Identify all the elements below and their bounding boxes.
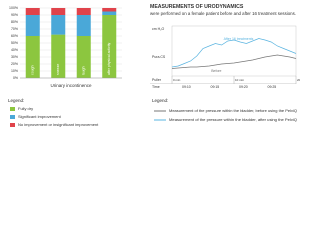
bar-segment xyxy=(25,36,40,78)
title: were performed on a female patient befor… xyxy=(150,11,296,16)
page: 0% 10% 20% 30% 40% 50% 60% 70% 80% 90% 100% cough sn… xyxy=(8,4,300,127)
y-tick-label: 30% xyxy=(11,55,18,59)
time-label: 09:10 xyxy=(182,85,191,89)
channel-label: Pura.CS xyxy=(152,55,166,59)
y-tick-label: 10% xyxy=(11,69,18,73)
legend-label: Measurement of the pressure within the b… xyxy=(169,118,297,122)
category-label: laugh xyxy=(82,66,86,75)
y-tick-label: 90% xyxy=(11,13,18,17)
row-label: Time xyxy=(152,85,160,89)
bar-segment xyxy=(76,15,91,36)
bar-segment xyxy=(25,8,40,15)
legend-swatch xyxy=(10,123,15,127)
x-tick-label: 20 min xyxy=(297,78,300,82)
legend-label: Fully dry xyxy=(18,106,33,111)
legend-title: Legend: xyxy=(8,98,24,103)
y-tick-label: 80% xyxy=(11,20,18,24)
legend-label: No improvement or insignificant improvem… xyxy=(18,122,99,127)
y-tick-label: 60% xyxy=(11,34,18,38)
data-line xyxy=(171,38,297,68)
bar-segment xyxy=(102,8,117,12)
bar-segment xyxy=(51,8,66,15)
time-label: 09:20 xyxy=(239,85,248,89)
bar-segment xyxy=(25,15,40,36)
legend-label: Significant improvement xyxy=(18,114,62,119)
x-tick-label: 0 min xyxy=(173,78,181,82)
bar-segment xyxy=(102,11,117,15)
category-label: cough xyxy=(31,65,35,75)
data-line xyxy=(171,54,297,69)
y-tick-label: 0% xyxy=(13,76,18,80)
category-label: sneeze xyxy=(56,64,60,75)
legend-swatch xyxy=(10,107,15,111)
bar-segment xyxy=(76,36,91,78)
y-tick-label: 100% xyxy=(9,6,18,10)
legend-label: Measurement of the pressure within the b… xyxy=(169,109,297,113)
category-label: after physical activity xyxy=(107,42,111,75)
time-label: 09:25 xyxy=(268,85,277,89)
row-label: Puller xyxy=(152,78,162,82)
bar-segment xyxy=(51,15,66,35)
y-tick-label: 40% xyxy=(11,48,18,52)
bar-segment xyxy=(76,8,91,15)
x-axis-label: Urinary incontinence xyxy=(50,83,92,88)
series-label: After 16 treatments xyxy=(224,37,254,41)
x-tick-label: 10 min xyxy=(235,78,244,82)
plot-frame xyxy=(171,25,297,77)
legend-swatch xyxy=(10,115,15,119)
y-tick-label: 70% xyxy=(11,27,18,31)
bar-segment xyxy=(51,34,66,78)
bar-segment xyxy=(102,15,117,78)
y-tick-label: 50% xyxy=(11,41,18,45)
y-tick-label: 20% xyxy=(11,62,18,66)
title: MEASUREMENTS OF URODYNAMICS xyxy=(150,4,244,10)
title-bold: MEASUREMENTS OF URODYNAMICS xyxy=(150,4,244,10)
y-axis-label: cm H₂O xyxy=(152,27,165,31)
series-label: Before xyxy=(211,69,221,73)
legend-title: Legend: xyxy=(152,98,168,103)
time-label: 09:15 xyxy=(211,85,220,89)
